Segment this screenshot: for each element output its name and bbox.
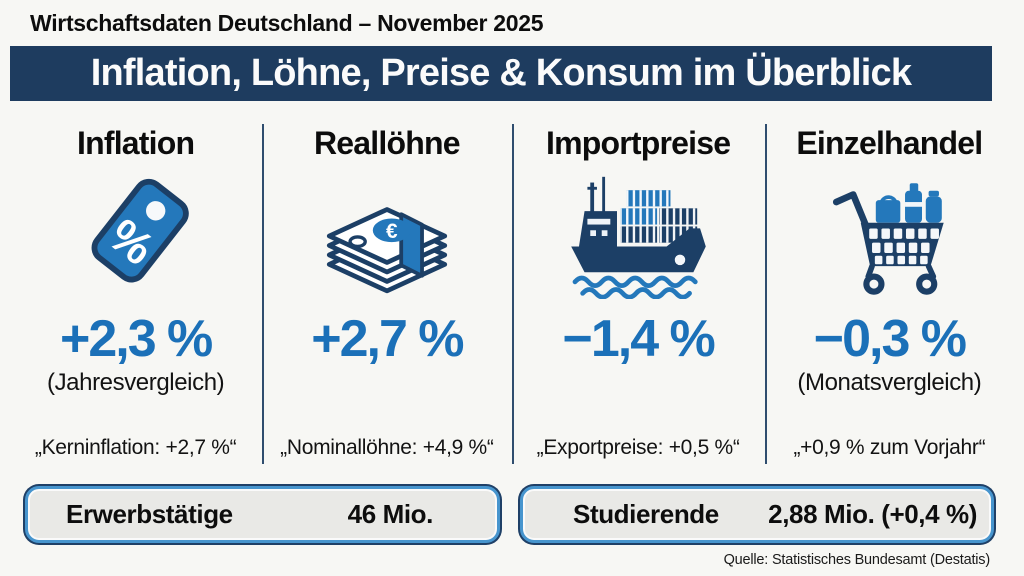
column-divider (512, 124, 514, 464)
stat-footnote: „Exportpreise: +0,5 %“ (536, 436, 740, 459)
stat-bar-value: 46 Mio. (347, 499, 434, 529)
stat-value: +2,7 % (311, 310, 464, 368)
stat-value: −0,3 % (813, 310, 967, 368)
stat-bar-erwerbstaetige: Erwerbstätige 46 Mio. (25, 486, 500, 543)
banner: Inflation, Löhne, Preise & Konsum im Übe… (10, 46, 992, 101)
column-title: Reallöhne (314, 125, 461, 161)
column-divider (765, 124, 767, 464)
stat-caption: (Monatsvergleich) (797, 369, 982, 396)
stat-footnote: „Nominallöhne: +4,9 %“ (280, 436, 494, 459)
stat-column-importpreise: Importpreise (513, 112, 764, 472)
stat-bar-label: Studierende (573, 499, 719, 529)
stats-columns: Inflation % +2,3 % (Jahresvergleich) „Ke… (10, 112, 1015, 472)
shopping-cart-icon (764, 161, 1015, 311)
stat-column-einzelhandel: Einzelhandel (764, 112, 1015, 472)
stat-bar-value: 2,88 Mio. (+0,4 %) (768, 499, 977, 529)
price-tag-icon: % (10, 161, 261, 311)
stat-column-realloehne: Reallöhne € +2,7 % „Nominallöhne: +4,9 %… (261, 112, 512, 472)
column-title: Importpreise (546, 125, 731, 161)
column-title: Einzelhandel (796, 125, 983, 161)
stat-footnote: „Kerninflation: +2,7 %“ (34, 436, 237, 459)
stat-bar-studierende: Studierende 2,88 Mio. (+0,4 %) (520, 486, 994, 543)
column-title: Inflation (77, 125, 195, 161)
stat-caption: (Jahresvergleich) (46, 369, 225, 396)
stat-value: −1,4 % (562, 310, 715, 368)
stat-footnote: „+0,9 % zum Vorjahr“ (793, 436, 986, 459)
column-divider (262, 124, 264, 464)
page-title: Wirtschaftsdaten Deutschland – November … (30, 10, 544, 36)
source-attribution: Quelle: Statistisches Bundesamt (Destati… (723, 552, 991, 568)
cargo-ship-icon (513, 161, 764, 311)
banner-title: Inflation, Löhne, Preise & Konsum im Übe… (90, 52, 912, 94)
money-stack-icon: € (261, 161, 512, 311)
svg-text:€: € (386, 220, 398, 243)
stat-value: +2,3 % (59, 310, 213, 368)
stat-column-inflation: Inflation % +2,3 % (Jahresvergleich) „Ke… (10, 112, 261, 472)
stat-bar-label: Erwerbstätige (66, 499, 233, 529)
